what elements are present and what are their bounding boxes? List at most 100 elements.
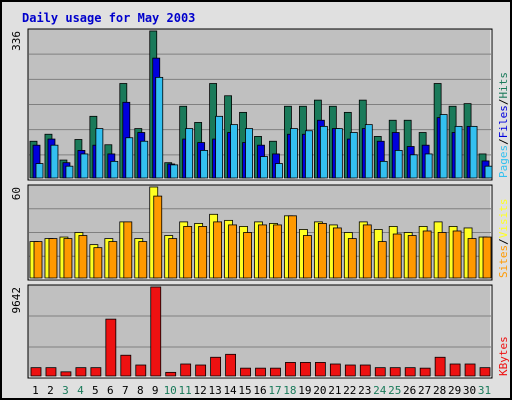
- bar-sites-8: [138, 241, 148, 279]
- x-tick-label: 10: [164, 384, 177, 397]
- x-tick-label: 24: [373, 384, 387, 397]
- bar-sites-9: [153, 195, 163, 279]
- bar-kbytes-10: [165, 371, 177, 377]
- x-tick-label: 8: [137, 384, 144, 397]
- bar-sites-13: [213, 221, 223, 279]
- x-tick-label: 4: [77, 384, 84, 397]
- bar-pages-14: [230, 124, 238, 179]
- bar-kbytes-20: [314, 362, 326, 377]
- bar-pages-25: [394, 150, 403, 179]
- x-tick-label: 14: [223, 384, 237, 397]
- bar-sites-26: [407, 235, 417, 279]
- bar-sites-15: [243, 232, 252, 279]
- bar-pages-27: [424, 153, 433, 179]
- bar-pages-31: [484, 165, 493, 179]
- bar-pages-11: [185, 128, 194, 179]
- bar-kbytes-31: [479, 367, 491, 377]
- x-tick-label: 22: [343, 384, 356, 397]
- bar-kbytes-26: [404, 367, 416, 377]
- bar-pages-1: [35, 163, 44, 179]
- bar-kbytes-21: [329, 363, 341, 377]
- bar-sites-7: [123, 221, 133, 279]
- bar-kbytes-7: [120, 354, 132, 377]
- legend-entry-visits: Visits: [497, 199, 510, 239]
- bar-sites-25: [392, 233, 402, 279]
- bar-kbytes-1: [30, 367, 42, 377]
- bar-kbytes-8: [135, 364, 147, 377]
- legend-kbytes: KBytes: [497, 336, 510, 376]
- bar-pages-16: [260, 156, 268, 179]
- y-max-label: 336: [10, 31, 23, 51]
- bar-pages-24: [379, 160, 388, 179]
- x-tick-label: 30: [463, 384, 476, 397]
- bar-kbytes-3: [60, 371, 72, 377]
- bar-kbytes-6: [105, 318, 117, 377]
- bar-sites-18: [288, 215, 297, 279]
- bar-kbytes-11: [180, 363, 192, 377]
- bar-sites-12: [198, 226, 208, 279]
- x-tick-label: 2: [47, 384, 54, 397]
- legend-entry-hits: Hits: [497, 72, 510, 99]
- bar-kbytes-25: [389, 367, 401, 377]
- bar-sites-17: [273, 224, 282, 279]
- x-tick-label: 9: [152, 384, 159, 397]
- x-tick-label: 17: [268, 384, 281, 397]
- bar-kbytes-28: [434, 356, 446, 377]
- chart-title: Daily usage for May 2003: [22, 11, 195, 25]
- legend-visits-sites: Sites/Visits: [497, 199, 510, 279]
- bar-kbytes-18: [285, 362, 296, 377]
- x-tick-label: 21: [328, 384, 341, 397]
- x-tick-label: 7: [122, 384, 129, 397]
- bar-pages-6: [110, 160, 119, 179]
- bar-pages-13: [215, 115, 224, 179]
- legend-entry-files: Files: [497, 105, 510, 138]
- bar-kbytes-19: [300, 362, 311, 377]
- bar-sites-21: [332, 227, 342, 279]
- x-tick-label: 1: [32, 384, 39, 397]
- x-tick-label: 15: [238, 384, 251, 397]
- bar-pages-9: [155, 76, 164, 179]
- bar-pages-21: [334, 128, 343, 179]
- bar-pages-4: [80, 153, 89, 179]
- bar-kbytes-2: [45, 367, 57, 377]
- bar-pages-26: [409, 154, 418, 179]
- bar-kbytes-29: [449, 363, 461, 377]
- bar-sites-16: [258, 224, 267, 279]
- bar-pages-5: [95, 128, 104, 179]
- bar-sites-22: [347, 238, 357, 279]
- bar-kbytes-9: [150, 286, 162, 377]
- y-max-label: 9642: [10, 287, 23, 314]
- x-tick-label: 20: [313, 384, 326, 397]
- y-max-label: 60: [10, 187, 23, 200]
- bar-kbytes-30: [464, 363, 476, 377]
- bar-pages-30: [469, 125, 478, 179]
- bar-pages-10: [170, 164, 179, 179]
- bar-sites-24: [377, 241, 387, 279]
- bar-sites-5: [93, 247, 103, 279]
- x-tick-label: 27: [418, 384, 431, 397]
- bar-pages-17: [275, 163, 283, 179]
- bar-kbytes-14: [225, 353, 236, 377]
- x-tick-label: 25: [388, 384, 401, 397]
- bar-sites-6: [108, 241, 118, 279]
- bar-sites-10: [168, 238, 178, 279]
- bar-pages-2: [50, 144, 59, 179]
- x-tick-label: 18: [283, 384, 296, 397]
- bar-pages-12: [200, 150, 209, 179]
- bar-pages-22: [349, 132, 358, 179]
- panel-kbytes: [27, 284, 493, 379]
- bar-sites-11: [183, 226, 193, 279]
- bar-sites-28: [437, 232, 447, 279]
- x-tick-label: 11: [179, 384, 192, 397]
- x-tick-label: 5: [92, 384, 99, 397]
- bar-sites-20: [317, 222, 327, 279]
- bar-pages-7: [125, 137, 134, 179]
- bar-pages-8: [140, 140, 149, 179]
- bar-kbytes-22: [344, 364, 356, 377]
- legend-entry-kbytes: KBytes: [497, 336, 510, 376]
- bar-sites-29: [452, 230, 462, 279]
- bar-kbytes-23: [359, 364, 371, 377]
- bar-kbytes-27: [419, 367, 431, 377]
- bar-pages-19: [305, 130, 313, 179]
